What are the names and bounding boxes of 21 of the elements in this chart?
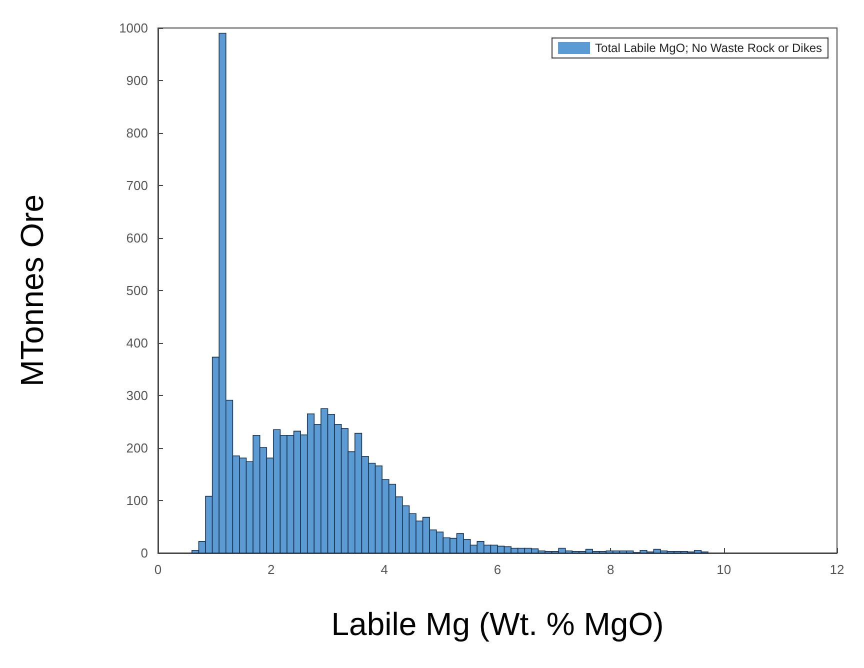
y-tick-label: 300 — [126, 388, 148, 403]
y-tick-label: 900 — [126, 73, 148, 88]
y-tick-label: 0 — [140, 546, 148, 560]
x-tick-label: 4 — [380, 562, 388, 577]
x-tick-label: 6 — [494, 562, 502, 577]
x-tick-label: 8 — [607, 562, 614, 577]
x-tick-label: 10 — [716, 562, 732, 577]
y-tick-label: 200 — [126, 440, 148, 456]
y-tick-label: 800 — [126, 126, 148, 140]
y-tick-label: 500 — [126, 283, 148, 298]
y-tick-label: 600 — [126, 230, 148, 246]
x-tick-label: 0 — [154, 562, 162, 577]
x-tick-label: 12 — [830, 562, 844, 577]
x-axis-title: Labile Mg (Wt. % MgO) — [331, 606, 664, 642]
x-tick-label: 2 — [268, 562, 275, 577]
y-tick-label: 100 — [126, 493, 148, 508]
legend-label: Total Labile MgO; No Waste Rock or Dikes — [595, 41, 822, 55]
y-tick-label: 700 — [126, 178, 148, 193]
y-tick-label: 400 — [126, 336, 148, 350]
y-axis-title: MTonnes Ore — [14, 194, 50, 387]
y-tick-label: 1000 — [119, 20, 148, 36]
